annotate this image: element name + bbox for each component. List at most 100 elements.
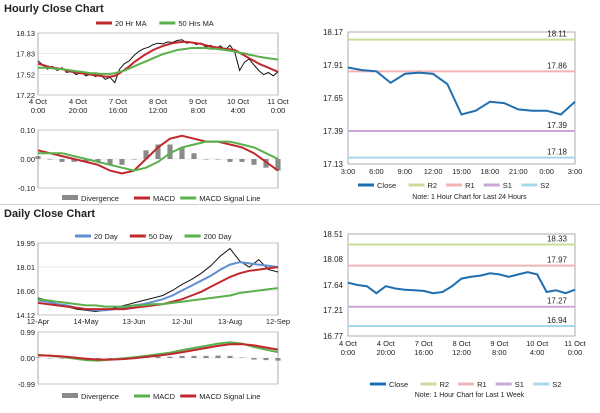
x-tick-label: 7 Oct bbox=[109, 97, 128, 106]
x-tick-label: 0:00 bbox=[341, 348, 356, 357]
x-tick-label: 11 Oct bbox=[267, 97, 289, 106]
price-legend-label: 200 Day bbox=[204, 232, 232, 241]
divergence-bar bbox=[251, 159, 257, 165]
x-tick-label: 20:00 bbox=[69, 106, 88, 115]
y-tick-label: 0.00 bbox=[20, 155, 35, 164]
divergence-bar bbox=[155, 144, 161, 159]
divergence-bar bbox=[119, 159, 125, 165]
divergence-bar bbox=[251, 358, 257, 360]
divergence-bar bbox=[239, 357, 245, 358]
divergence-bar bbox=[155, 356, 161, 358]
x-tick-label: 15:00 bbox=[452, 167, 471, 176]
macd-legend-swatch bbox=[62, 195, 78, 200]
x-tick-label: 12-Apr bbox=[27, 317, 50, 326]
x-tick-label: 12:00 bbox=[149, 106, 168, 115]
y-tick-label: 17.65 bbox=[323, 94, 344, 103]
x-tick-label: 20:00 bbox=[376, 348, 395, 357]
macd-signal-series bbox=[37, 343, 279, 361]
y-tick-label: 17.22 bbox=[16, 91, 35, 100]
y-tick-label: 0.10 bbox=[20, 126, 35, 135]
y-tick-label: 0.00 bbox=[20, 354, 35, 363]
chart-note: Note: 1 Hour Chart for Last 1 Week bbox=[415, 392, 525, 399]
macd-series bbox=[37, 134, 279, 175]
x-tick-label: 16:00 bbox=[414, 348, 433, 357]
x-tick-label: 4 Oct bbox=[29, 97, 48, 106]
y-tick-label: 18.13 bbox=[16, 29, 35, 38]
price-legend-label: 50 Day bbox=[149, 232, 173, 241]
macd-legend-label: MACD bbox=[153, 194, 176, 203]
pivot-legend-label: S2 bbox=[540, 181, 549, 190]
level-label-s2: 16.94 bbox=[547, 316, 568, 325]
ma-series-3 bbox=[37, 287, 279, 308]
x-tick-label: 0:00 bbox=[271, 106, 286, 115]
y-tick-label: -0.99 bbox=[18, 380, 35, 389]
divergence-bar bbox=[143, 150, 149, 159]
divergence-bar bbox=[71, 159, 77, 162]
plot-area bbox=[37, 242, 279, 316]
divergence-bar bbox=[275, 159, 281, 171]
y-tick-label: 17.64 bbox=[323, 281, 344, 290]
divergence-bar bbox=[47, 159, 53, 160]
plot-area bbox=[37, 32, 279, 96]
pivot-legend-label: R2 bbox=[428, 181, 438, 190]
x-tick-label: 6:00 bbox=[369, 167, 384, 176]
x-tick-label: 4 Oct bbox=[339, 339, 358, 348]
macd-legend-label: Divergence bbox=[81, 194, 119, 203]
daily-section-title: Daily Close Chart bbox=[4, 208, 96, 220]
x-tick-label: 4:00 bbox=[530, 348, 545, 357]
x-tick-label: 13-Jun bbox=[123, 317, 146, 326]
price-legend-label: 20 Hr MA bbox=[115, 19, 147, 28]
divergence-bar bbox=[167, 144, 173, 159]
pivot-legend-label: R1 bbox=[465, 181, 475, 190]
x-tick-label: 4 Oct bbox=[377, 339, 396, 348]
y-tick-label: 18.51 bbox=[323, 230, 344, 239]
divergence-bar bbox=[179, 355, 185, 358]
divergence-bar bbox=[191, 153, 197, 159]
y-tick-label: 16.06 bbox=[16, 287, 35, 296]
divergence-bar bbox=[131, 159, 137, 160]
x-tick-label: 4 Oct bbox=[69, 97, 88, 106]
y-tick-label: 17.91 bbox=[323, 61, 344, 70]
hourly-macd-chart: 0.10 0.00 -0.10 Divergence MACD MACD Signal L… bbox=[18, 126, 281, 203]
hourly-section-title: Hourly Close Chart bbox=[4, 3, 104, 15]
pivot-legend-label: R1 bbox=[477, 380, 487, 389]
pivot-legend-label: Close bbox=[389, 380, 408, 389]
level-label-r1: 17.97 bbox=[547, 256, 568, 265]
divergence-bar bbox=[179, 147, 185, 159]
y-tick-label: 18.01 bbox=[16, 263, 35, 272]
price-series bbox=[37, 247, 279, 313]
divergence-bar bbox=[263, 159, 269, 168]
daily-macd-chart: 0.99 0.00 -0.99 Divergence MACD MACD Signal L… bbox=[18, 328, 281, 401]
x-tick-label: 14-May bbox=[73, 317, 98, 326]
divergence-bar bbox=[59, 358, 65, 359]
divergence-bar bbox=[215, 159, 221, 160]
divergence-bar bbox=[191, 355, 197, 358]
x-tick-label: 12-Sep bbox=[266, 317, 290, 326]
divergence-bar bbox=[203, 159, 209, 160]
x-tick-label: 11 Oct bbox=[564, 339, 586, 348]
y-tick-label: 17.52 bbox=[16, 71, 35, 80]
level-label-r2: 18.11 bbox=[547, 30, 567, 39]
macd-legend-label: MACD Signal Line bbox=[199, 194, 260, 203]
divergence-bar bbox=[59, 159, 65, 162]
x-tick-label: 0:00 bbox=[539, 167, 554, 176]
x-tick-label: 8 Oct bbox=[453, 339, 472, 348]
daily-pivot-chart: 18.51 18.08 17.64 17.21 16.77 18.33 17.97 17.27… bbox=[323, 230, 587, 399]
price-legend-label: 50 Hrs MA bbox=[178, 19, 213, 28]
divergence-bar bbox=[107, 159, 113, 165]
pivot-legend-label: R2 bbox=[440, 380, 450, 389]
x-tick-label: 8:00 bbox=[191, 106, 206, 115]
macd-legend-label: MACD Signal Line bbox=[199, 392, 260, 401]
level-label-s1: 17.27 bbox=[547, 297, 568, 306]
close-series bbox=[347, 271, 576, 295]
level-label-s1: 17.39 bbox=[547, 121, 568, 130]
x-tick-label: 10 Oct bbox=[526, 339, 549, 348]
divergence-bar bbox=[263, 358, 269, 361]
divergence-bar bbox=[95, 159, 101, 162]
divergence-bar bbox=[95, 358, 101, 360]
y-tick-label: 18.17 bbox=[323, 28, 344, 37]
y-tick-label: 17.83 bbox=[16, 49, 35, 58]
divergence-bar bbox=[203, 355, 209, 358]
